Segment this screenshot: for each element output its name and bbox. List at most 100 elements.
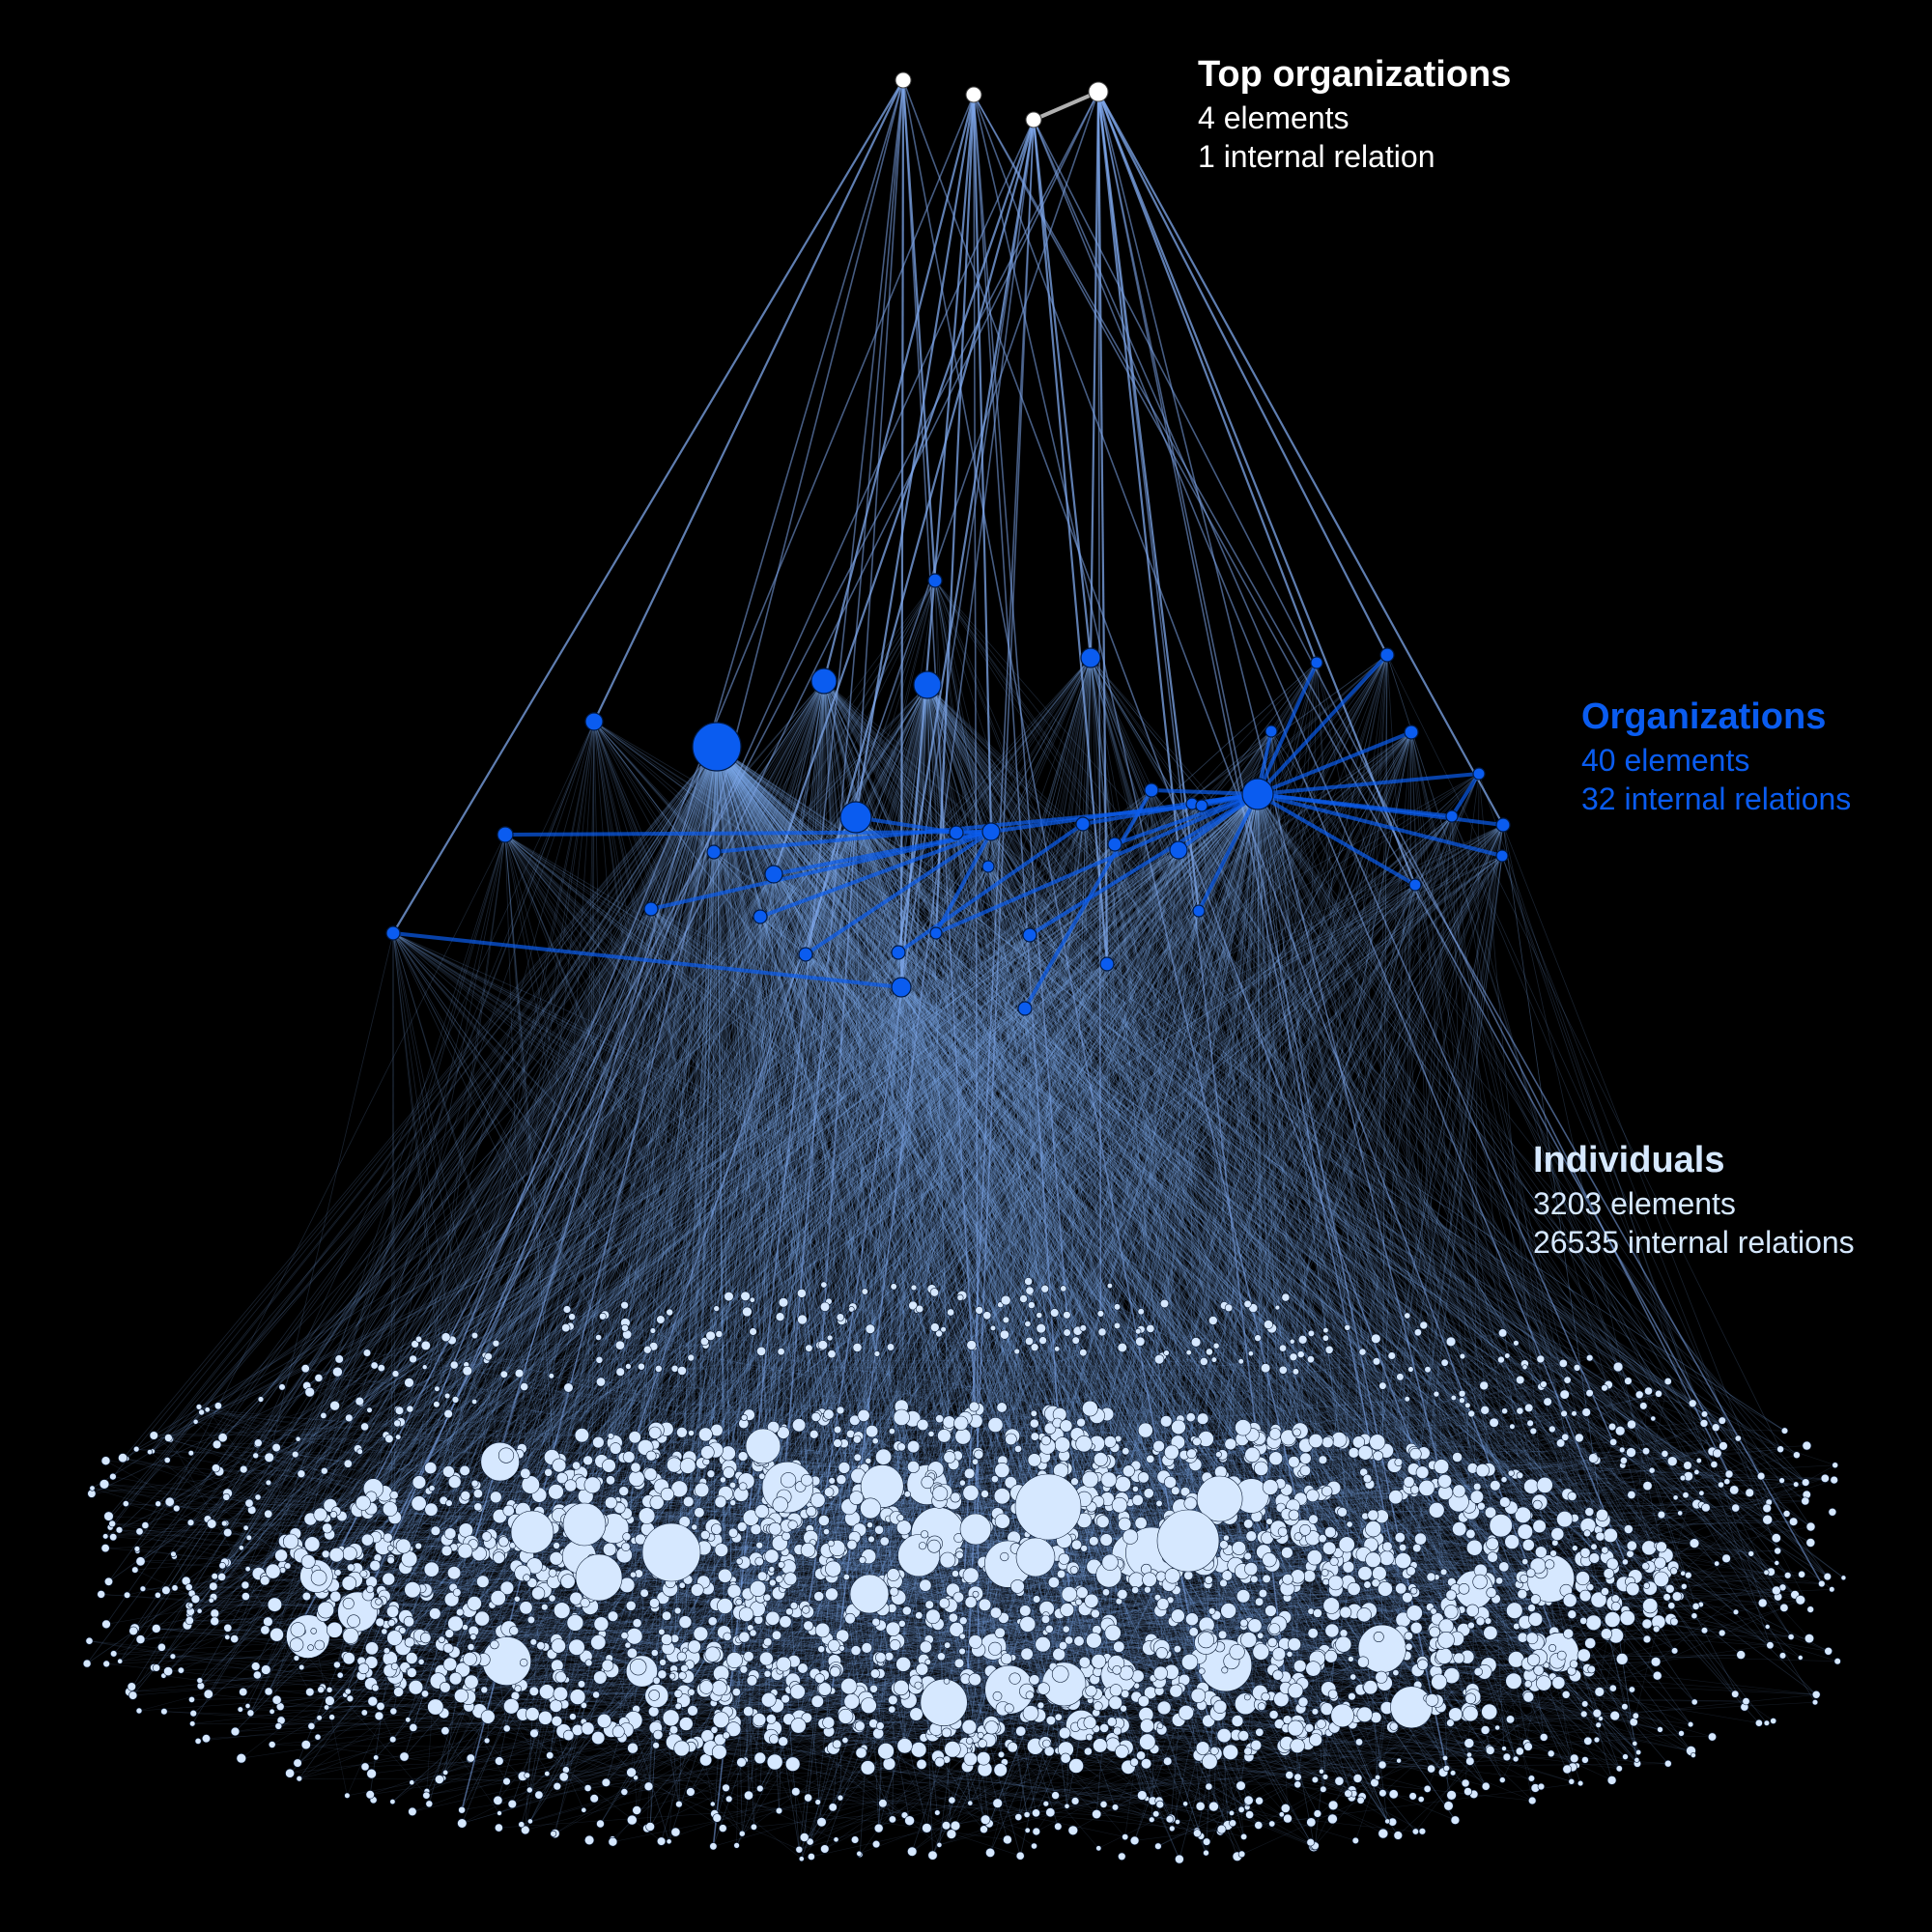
individual-edge — [523, 1763, 1668, 1776]
individual-edge — [1311, 1528, 1630, 1823]
individual-edge — [588, 1662, 927, 1829]
individual-edge — [841, 1520, 1604, 1551]
individual-edge — [269, 1664, 1547, 1692]
individual-edge — [579, 1556, 940, 1846]
individual-edge — [804, 1588, 1464, 1838]
individual-edge — [269, 1457, 526, 1546]
individual-edge — [371, 1550, 911, 1649]
individual-edge — [934, 1292, 1041, 1329]
individual-edge — [271, 1690, 349, 1713]
individual-edge — [681, 1370, 1207, 1562]
individual-edge — [174, 1468, 244, 1557]
individual-edge — [1403, 1493, 1453, 1582]
individual-edge — [956, 1629, 1559, 1653]
individual-edge — [769, 1464, 1099, 1849]
individual-edge — [154, 1379, 1520, 1436]
individual-edge — [932, 1591, 1021, 1856]
individual-edge — [692, 1702, 1409, 1712]
individual-edge — [628, 1366, 635, 1636]
individual-edge — [583, 1413, 1565, 1525]
individual-edge — [787, 1560, 1132, 1578]
individual-edge — [393, 1494, 442, 1671]
individual-edge — [412, 1585, 734, 1783]
individual-edge — [467, 1551, 743, 1834]
individual-edge — [901, 1413, 1565, 1418]
individual-edge — [1042, 1340, 1320, 1658]
individual-edge — [769, 1594, 1069, 1666]
individual-edge — [215, 1467, 429, 1492]
individual-edge — [318, 1328, 870, 1378]
individual-edge — [736, 1295, 746, 1846]
individual-edge — [565, 1769, 1221, 1833]
individual-edge — [1094, 1605, 1696, 1614]
individual-edge — [169, 1438, 311, 1692]
individual-edge — [224, 1339, 1377, 1563]
individual-edge — [890, 1347, 1665, 1455]
individual-edge — [956, 1629, 1382, 1650]
individual-edge — [624, 1393, 1660, 1636]
individual-edge — [1416, 1548, 1452, 1596]
individual-edge — [1157, 1802, 1248, 1847]
individual-edge — [477, 1443, 1231, 1494]
individual-edge — [408, 1607, 1532, 1720]
individual-edge — [720, 1496, 1438, 1660]
individual-edge — [561, 1556, 1037, 1611]
individual-edge — [128, 1661, 835, 1692]
individual-edge — [524, 1662, 865, 1749]
individual-edge — [479, 1529, 1599, 1712]
individual-edge — [563, 1707, 1441, 1732]
individual-edge — [1413, 1565, 1528, 1696]
individual-edge — [959, 1550, 1638, 1764]
individual-edge — [1300, 1353, 1565, 1414]
individual-edge — [103, 1484, 976, 1739]
individual-edge — [1323, 1486, 1478, 1652]
individual-edge — [138, 1616, 1483, 1712]
individual-edge — [257, 1496, 1517, 1627]
individual-edge — [841, 1635, 894, 1820]
individual-edge — [755, 1558, 1523, 1638]
individual-edge — [823, 1566, 1349, 1676]
individual-edge — [224, 1561, 668, 1649]
individual-edge — [517, 1685, 1173, 1830]
individual-edge — [780, 1570, 1481, 1671]
individual-edge — [265, 1630, 1553, 1677]
individual-edge — [347, 1458, 498, 1796]
individual-edge — [718, 1576, 1310, 1714]
individual-edge — [566, 1309, 651, 1475]
individual-edge — [997, 1719, 1052, 1804]
individual-edge — [1260, 1447, 1431, 1607]
individual-edge — [227, 1628, 1050, 1752]
individual-edge — [1143, 1437, 1739, 1478]
individual-edge — [1382, 1547, 1662, 1794]
individual-edge — [198, 1406, 1209, 1721]
individual-edge — [1158, 1800, 1229, 1826]
individual-edge — [824, 1747, 969, 1850]
individual-edge — [1096, 1443, 1567, 1591]
individual-edge — [1334, 1379, 1520, 1728]
individual-edge — [403, 1443, 1097, 1648]
individual-edge — [861, 1337, 1259, 1469]
individual-edge — [189, 1620, 1588, 1669]
individual-edge — [1096, 1454, 1797, 1631]
individual-edge — [937, 1646, 1409, 1813]
individual-edge — [687, 1465, 843, 1636]
individual-edge — [400, 1485, 1546, 1684]
individual-edge — [670, 1551, 810, 1842]
individual-edge — [508, 1439, 1283, 1630]
individual-edge — [551, 1376, 961, 1424]
individual-edge — [319, 1538, 956, 1719]
individual-edge — [132, 1447, 277, 1696]
individual-edge — [1415, 1670, 1540, 1833]
individual-edge — [673, 1742, 1021, 1857]
individual-edge — [1095, 1728, 1447, 1769]
individual-edge — [355, 1631, 1479, 1672]
individual-edge — [1141, 1719, 1288, 1756]
individual-edge — [1115, 1786, 1209, 1808]
individual-edge — [851, 1662, 1657, 1703]
individual-edge — [691, 1357, 1623, 1466]
individual-edge — [600, 1520, 1191, 1587]
individual-edge — [355, 1579, 582, 1685]
individual-edge — [1134, 1782, 1581, 1841]
individual-edge — [614, 1448, 655, 1604]
